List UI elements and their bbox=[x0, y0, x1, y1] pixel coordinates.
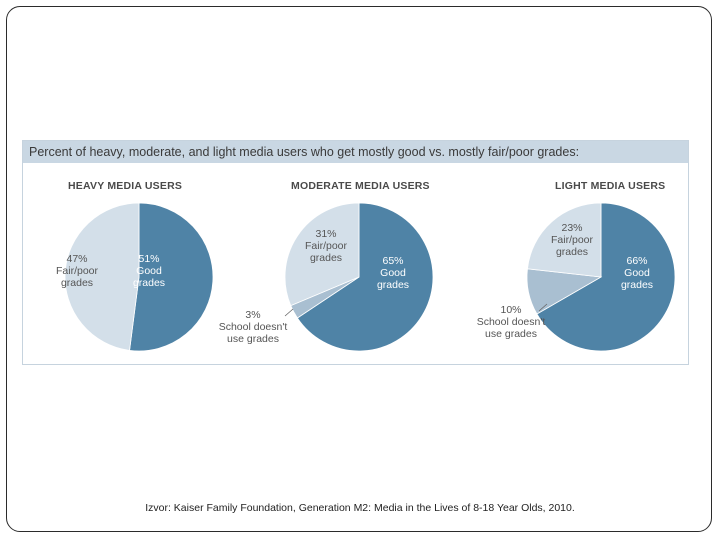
pie-charts: 51% Good grades 47% Fair/poor grades 65% Good gr… bbox=[56, 202, 676, 352]
slice-label-2-fair: 23% Fair/poor grades bbox=[551, 222, 594, 258]
pie-slice-1-good bbox=[296, 202, 434, 352]
pie-slice-2-fair bbox=[527, 202, 602, 278]
slide-frame bbox=[6, 6, 712, 532]
moderate-media-users-label: MODERATE MEDIA USERS bbox=[291, 180, 430, 192]
light-media-users-label: LIGHT MEDIA USERS bbox=[555, 180, 666, 192]
slice-label-2-good: 66% Good grades bbox=[621, 255, 653, 291]
leader-line-1-school bbox=[284, 308, 294, 317]
slice-label-2-school: 10% School doesn't use grades bbox=[477, 304, 546, 340]
chart-title: Percent of heavy, moderate, and light me… bbox=[23, 141, 688, 163]
slice-label-0-good: 51% Good grades bbox=[133, 253, 165, 289]
leader-line-2-school bbox=[538, 303, 548, 312]
pie-slice-0-fair bbox=[64, 202, 140, 351]
heavy-media-users-label: HEAVY MEDIA USERS bbox=[68, 180, 183, 192]
pie-slice-1-fair bbox=[284, 202, 360, 307]
slice-label-1-school: 3% School doesn't use grades bbox=[219, 309, 288, 345]
slice-label-1-good: 65% Good grades bbox=[377, 255, 409, 291]
pie-slice-2-good bbox=[536, 202, 676, 352]
slice-label-1-fair: 31% Fair/poor grades bbox=[305, 228, 348, 264]
figure-panel: Percent of heavy, moderate, and light me… bbox=[22, 140, 689, 365]
slice-label-0-fair: 47% Fair/poor grades bbox=[56, 253, 99, 289]
pie-slice-0-good bbox=[129, 202, 214, 352]
source-note: Izvor: Kaiser Family Foundation, Generat… bbox=[145, 502, 575, 514]
